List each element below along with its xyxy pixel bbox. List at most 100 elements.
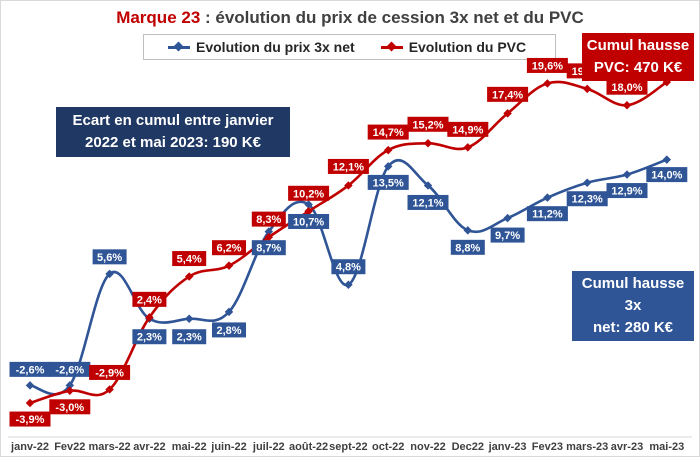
data-label-text: -3,0% bbox=[55, 402, 84, 414]
data-label-pvc: -3,9% bbox=[9, 411, 51, 427]
data-label-box bbox=[212, 240, 246, 256]
data-label-text: 12,9% bbox=[611, 186, 642, 198]
chart-title: Marque 23 : évolution du prix de cession… bbox=[0, 8, 700, 28]
data-point-pvc bbox=[543, 79, 552, 88]
data-label-prix-3x-net: 2,3% bbox=[172, 329, 207, 345]
annotation-cumul-pvc-line2: PVC: 470 K€ bbox=[593, 59, 683, 76]
data-label-text: 19,6% bbox=[532, 60, 563, 72]
data-label-prix-3x-net: 11,2% bbox=[526, 206, 568, 222]
data-label-box bbox=[172, 329, 207, 345]
x-tick-label: avr-22 bbox=[133, 441, 165, 453]
data-point-pvc bbox=[264, 232, 274, 242]
data-label-box bbox=[49, 361, 91, 377]
data-label-text: 4,8% bbox=[336, 262, 361, 274]
data-label-text: 2,3% bbox=[177, 332, 202, 344]
data-label-pvc: 17,4% bbox=[487, 86, 529, 102]
data-point-prix-3x-net bbox=[582, 178, 592, 187]
data-point-prix-3x-net bbox=[25, 381, 35, 390]
x-tick-label: Fev22 bbox=[54, 441, 85, 453]
data-label-box bbox=[606, 183, 648, 199]
data-point-prix-3x-net bbox=[463, 226, 473, 235]
annotation-cumul-3x-line1: Cumul hausse 3x bbox=[581, 275, 685, 314]
data-label-text: 8,7% bbox=[256, 243, 281, 255]
data-label-text: 2,3% bbox=[137, 332, 162, 344]
data-point-pvc bbox=[224, 261, 234, 270]
data-label-prix-3x-net: 2,8% bbox=[212, 322, 246, 338]
data-label-text: -2,9% bbox=[95, 367, 124, 379]
data-label-text: 10,2% bbox=[293, 188, 324, 200]
data-label-text: 13,5% bbox=[373, 177, 404, 189]
data-label-pvc: 5,4% bbox=[172, 251, 207, 267]
data-point-prix-3x-net bbox=[383, 162, 393, 171]
annotation-cumul-3x-line2: net: 280 K€ bbox=[592, 319, 674, 336]
x-tick-label: Fev23 bbox=[532, 441, 563, 453]
annotation-cumul-3x: Cumul hausse 3x net: 280 K€ bbox=[572, 271, 694, 341]
x-tick-label: mai-22 bbox=[172, 441, 207, 453]
data-label-box bbox=[526, 206, 568, 222]
data-label-box bbox=[447, 121, 489, 137]
data-label-text: 5,6% bbox=[97, 252, 122, 264]
data-label-prix-3x-net: 8,8% bbox=[450, 239, 485, 255]
data-point-prix-3x-net bbox=[105, 269, 114, 279]
data-point-prix-3x-net bbox=[423, 181, 433, 190]
data-label-box bbox=[251, 240, 286, 256]
data-point-prix-3x-net bbox=[503, 213, 512, 223]
data-label-text: 10,7% bbox=[293, 216, 324, 228]
data-label-text: 2,4% bbox=[137, 294, 162, 306]
data-label-text: 14,9% bbox=[452, 124, 483, 136]
data-label-pvc: 18,0% bbox=[606, 79, 648, 95]
data-label-prix-3x-net: 12,3% bbox=[566, 191, 608, 207]
legend-item-pvc: Evolution du PVC bbox=[380, 39, 526, 55]
data-point-pvc bbox=[105, 385, 114, 394]
data-label-box bbox=[367, 174, 409, 190]
data-label-box bbox=[407, 194, 449, 210]
data-label-pvc: 8,3% bbox=[251, 211, 286, 227]
data-point-pvc bbox=[65, 386, 75, 396]
series-layer bbox=[25, 77, 672, 408]
data-label-text: 12,1% bbox=[412, 197, 443, 209]
data-label-pvc: 14,7% bbox=[367, 124, 409, 140]
data-label-prix-3x-net: 4,8% bbox=[331, 259, 366, 275]
data-point-prix-3x-net bbox=[184, 314, 194, 323]
data-label-box bbox=[367, 124, 409, 140]
data-point-prix-3x-net bbox=[344, 280, 353, 289]
data-point-pvc bbox=[582, 84, 592, 94]
data-label-prix-3x-net: 12,1% bbox=[407, 194, 449, 210]
data-point-pvc bbox=[463, 143, 473, 152]
data-label-prix-3x-net: -2,6% bbox=[9, 361, 51, 377]
data-label-text: 11,2% bbox=[532, 209, 563, 221]
data-label-box bbox=[49, 399, 91, 415]
data-label-pvc: 12,1% bbox=[327, 158, 369, 174]
data-point-prix-3x-net bbox=[543, 193, 552, 202]
data-label-text: 14,7% bbox=[373, 127, 404, 139]
data-point-pvc bbox=[503, 109, 512, 118]
x-tick-label: nov-22 bbox=[410, 441, 445, 453]
data-point-pvc bbox=[184, 272, 194, 281]
data-point-pvc bbox=[304, 207, 313, 216]
x-tick-label: janv-22 bbox=[10, 441, 49, 453]
data-label-box bbox=[487, 86, 529, 102]
data-label-text: 8,8% bbox=[455, 242, 480, 254]
x-tick-label: mars-22 bbox=[88, 441, 130, 453]
data-point-pvc bbox=[383, 145, 393, 155]
data-label-text: 17,4% bbox=[492, 89, 523, 101]
data-point-prix-3x-net bbox=[264, 227, 274, 236]
data-label-pvc: -2,9% bbox=[89, 364, 131, 380]
legend-item-prix-3x-net: Evolution du prix 3x net bbox=[168, 39, 355, 55]
chart-legend: Evolution du prix 3x net Evolution du PV… bbox=[143, 34, 556, 60]
data-label-text: 6,2% bbox=[216, 243, 241, 255]
data-label-text: 18,0% bbox=[611, 82, 642, 94]
data-label-box bbox=[288, 185, 330, 201]
x-tick-label: oct-22 bbox=[372, 441, 404, 453]
legend-label-prix-3x-net: Evolution du prix 3x net bbox=[196, 39, 355, 55]
data-label-box bbox=[251, 211, 286, 227]
annotation-ecart-line2: 2022 et mai 2023: 190 K€ bbox=[85, 134, 261, 151]
data-label-text: 12,3% bbox=[572, 194, 603, 206]
data-point-prix-3x-net bbox=[304, 200, 313, 209]
data-label-box bbox=[646, 167, 688, 183]
data-label-pvc: 10,2% bbox=[288, 185, 330, 201]
data-label-prix-3x-net: 10,7% bbox=[288, 213, 330, 229]
data-point-prix-3x-net bbox=[65, 381, 75, 390]
data-label-box bbox=[212, 322, 246, 338]
data-label-pvc: 2,4% bbox=[132, 291, 167, 307]
